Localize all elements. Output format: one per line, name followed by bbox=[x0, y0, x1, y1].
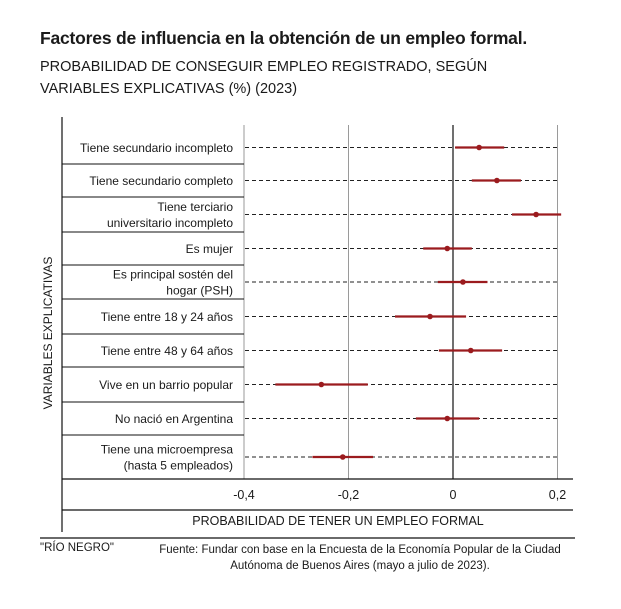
row-label: Tiene entre 18 y 24 años bbox=[101, 310, 233, 324]
row-label: Tiene secundario completo bbox=[89, 174, 233, 188]
y-axis-label: VARIABLES EXPLICATIVAS bbox=[41, 257, 55, 410]
forest-row: Tiene secundario completo bbox=[62, 163, 558, 188]
row-label: No nació en Argentina bbox=[115, 412, 233, 426]
x-axis-label: PROBABILIDAD DE TENER UN EMPLEO FORMAL bbox=[192, 514, 484, 528]
point-estimate bbox=[318, 381, 325, 388]
row-label: Tiene secundario incompleto bbox=[80, 141, 233, 155]
row-label: (hasta 5 empleados) bbox=[124, 459, 233, 473]
point-estimate bbox=[427, 313, 433, 320]
source-note: Fuente: Fundar con base en la Encuesta d… bbox=[140, 542, 580, 574]
source-line-1: Fuente: Fundar con base en la Encuesta d… bbox=[159, 544, 561, 556]
forest-row: Es mujer bbox=[62, 231, 558, 256]
point-estimate bbox=[460, 279, 466, 285]
x-tick-label: 0 bbox=[450, 488, 457, 502]
point-estimate bbox=[467, 347, 474, 354]
forest-row: No nació en Argentina bbox=[62, 401, 558, 426]
forest-row: Tiene entre 18 y 24 años bbox=[62, 298, 558, 324]
row-label: hogar (PSH) bbox=[166, 284, 233, 298]
forest-row: Tiene una microempresa (hasta 5 empleados… bbox=[62, 434, 558, 473]
point-estimate bbox=[533, 211, 539, 218]
x-tick-label: -0,4 bbox=[233, 488, 255, 502]
forest-row: Tiene entre 48 y 64 años bbox=[62, 333, 558, 358]
row-label: Es principal sostén del bbox=[113, 268, 233, 282]
row-label: Es mujer bbox=[186, 242, 233, 256]
grid-lines bbox=[243, 125, 558, 479]
row-label: universitario incompleto bbox=[107, 216, 233, 230]
x-axis: -0,4 -0,2 0 0,2 bbox=[40, 117, 575, 539]
forest-row: Vive en un barrio popular bbox=[62, 366, 558, 392]
row-label: Vive en un barrio popular bbox=[99, 378, 233, 392]
forest-row: Tiene terciario universitario incompleto bbox=[62, 196, 562, 230]
chart-rows: Tiene secundario incompleto Tiene secunda… bbox=[62, 141, 562, 473]
point-estimate bbox=[476, 144, 482, 151]
chart-subtitle: PROBABILIDAD DE CONSEGUIR EMPLEO REGISTR… bbox=[40, 56, 560, 100]
subtitle-line-1: PROBABILIDAD DE CONSEGUIR EMPLEO REGISTR… bbox=[40, 59, 488, 75]
x-tick-label: 0,2 bbox=[549, 488, 566, 502]
row-label: Tiene terciario bbox=[157, 200, 233, 214]
forest-row: Tiene secundario incompleto bbox=[80, 141, 558, 155]
point-estimate bbox=[444, 245, 451, 252]
x-tick-label: -0,2 bbox=[338, 488, 360, 502]
point-estimate bbox=[494, 177, 500, 184]
chart-title: Factores de influencia en la obtención d… bbox=[40, 28, 528, 48]
row-label: Tiene una microempresa bbox=[101, 443, 234, 457]
point-estimate bbox=[444, 415, 451, 422]
subtitle-line-2: VARIABLES EXPLICATIVAS (%) (2023) bbox=[40, 81, 298, 97]
credit: "RÍO NEGRO" bbox=[40, 542, 114, 554]
row-label: Tiene entre 48 y 64 años bbox=[101, 344, 233, 358]
forest-row: Es principal sostén del hogar (PSH) bbox=[62, 264, 558, 298]
source-line-2: Autónoma de Buenos Aires (mayo a julio d… bbox=[230, 560, 490, 572]
point-estimate bbox=[339, 454, 346, 460]
